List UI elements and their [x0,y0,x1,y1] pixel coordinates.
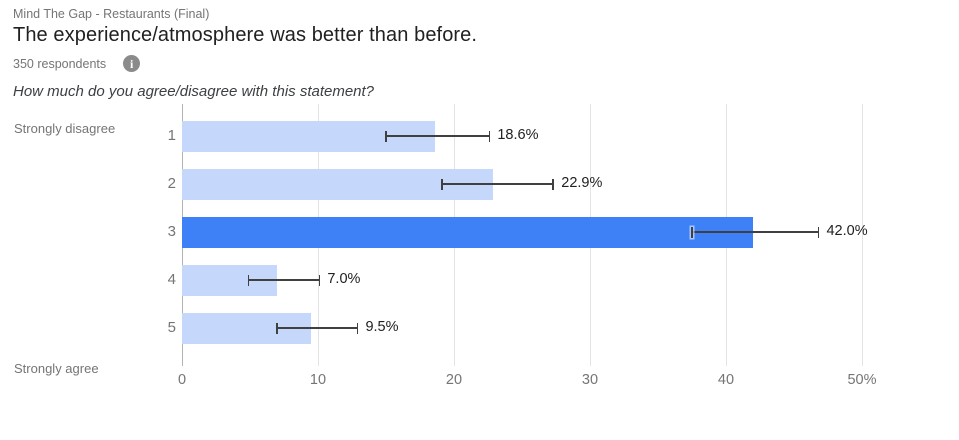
bar-value-label: 22.9% [561,175,603,191]
error-bar-whisker-left [440,178,443,190]
error-bar-line [692,231,819,233]
error-bar-line [441,183,554,185]
category-label: 3 [167,223,176,240]
respondents-count: 350 respondents [13,56,107,71]
error-bar-whisker-left [247,274,250,286]
question-title: The experience/atmosphere was better tha… [13,24,478,46]
gridline [861,104,863,366]
error-bar-whisker-right [552,178,555,190]
info-icon[interactable]: i [123,55,141,72]
bar-value-label: 42.0% [826,223,868,239]
bar-value-label: 9.5% [365,319,399,335]
x-tick-label: 10 [309,372,327,388]
x-tick-label: 30 [581,372,599,388]
error-bar-line [248,279,320,281]
category-label: 4 [167,271,176,288]
x-tick-label: 20 [445,372,463,388]
bar-value-label: 7.0% [327,271,361,287]
respondents-row: 350 respondents i [13,55,141,72]
scale-label-bottom: Strongly agree [14,361,99,376]
category-label: 2 [167,175,176,192]
error-bar-whisker-right [488,130,491,142]
error-bar-whisker-right [356,322,359,334]
x-tick-label: 0 [177,372,187,388]
bar[interactable] [182,216,754,248]
bar-chart: 0 10 20 30 40 50% 1 18.6% 2 22.9% 3 42.0% 4 7.0% 5 9.5% [168,104,877,388]
error-bar-line [386,135,490,137]
survey-name: Mind The Gap - Restaurants (Final) [13,7,210,21]
bar-value-label: 18.6% [497,127,539,143]
error-bar-whisker-right [318,274,321,286]
scale-label-top: Strongly disagree [14,121,116,136]
error-bar-whisker-left [691,226,693,238]
error-bar-whisker-left [276,322,278,334]
x-tick-label: 50% [847,372,877,388]
category-label: 5 [167,319,176,336]
x-tick-label: 40 [717,372,735,388]
error-bar-whisker-right [817,226,820,238]
error-bar-whisker-left [385,130,387,142]
category-label: 1 [167,127,176,144]
error-bar-line [277,327,358,329]
question-prompt: How much do you agree/disagree with this… [13,83,375,100]
